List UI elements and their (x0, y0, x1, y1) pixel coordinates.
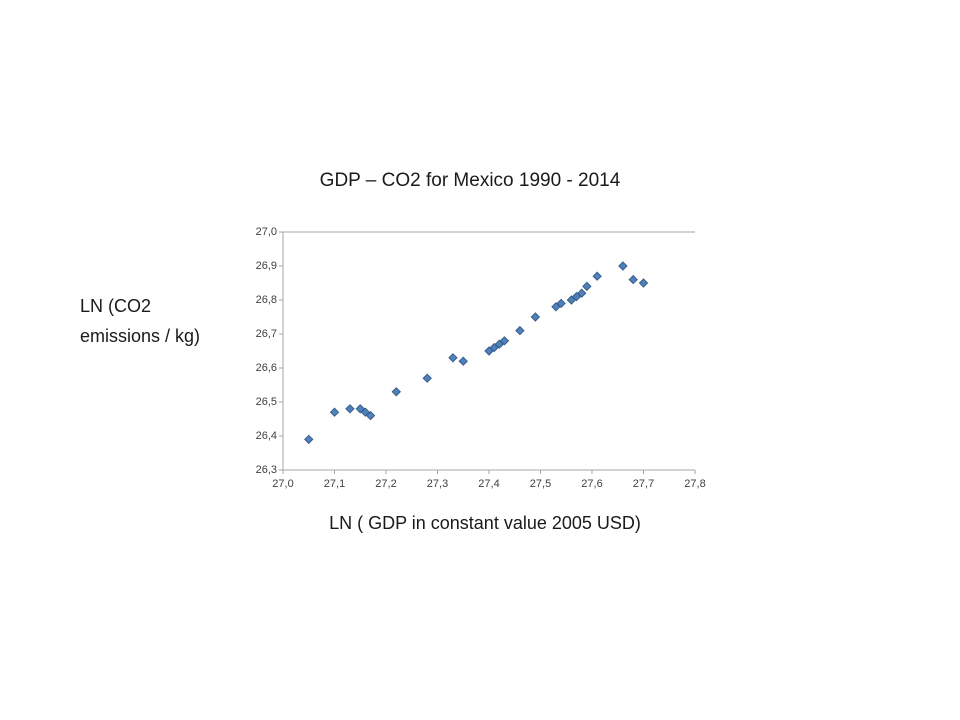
scatter-point (628, 274, 638, 285)
y-tick-label: 26,4 (255, 430, 277, 442)
y-tick-label: 26,5 (255, 396, 277, 408)
plot-area (279, 231, 696, 474)
scatter-point (592, 271, 602, 281)
x-tick-label: 27,5 (529, 478, 552, 490)
x-tick-label: 27,6 (581, 478, 603, 490)
x-tick-label: 27,0 (272, 478, 294, 490)
y-tick-label: 26,6 (255, 362, 277, 374)
scatter-point (458, 356, 468, 366)
scatter-point (556, 298, 566, 309)
scatter-point (638, 278, 649, 288)
x-tick-label: 27,1 (323, 478, 346, 490)
y-tick-label: 26,9 (255, 260, 277, 272)
y-tick-label: 26,8 (255, 294, 277, 306)
x-tick-label: 27,8 (684, 478, 706, 490)
chart-title: GDP – CO2 for Mexico 1990 - 2014 (319, 170, 621, 191)
scatter-point (391, 387, 402, 397)
x-tick-label: 27,7 (632, 478, 655, 490)
scatter-point (618, 261, 628, 271)
scatter-point (304, 434, 314, 445)
scatter-point (448, 353, 458, 363)
scatter-point (422, 373, 432, 383)
x-tick-label: 27,3 (426, 478, 449, 490)
scatter-points (304, 261, 649, 445)
x-axis-label: LN ( GDP in constant value 2005 USD) (329, 513, 641, 533)
scatter-chart: 26,3 26,4 26,5 26,6 26,7 26,8 26,9 27,0 27,0 27,… (256, 226, 706, 490)
x-tick-label: 27,2 (375, 478, 397, 490)
scatter-point (365, 410, 376, 421)
axis-tick-marks (279, 231, 696, 474)
scatter-point (499, 336, 510, 346)
y-tick-label: 26,7 (255, 328, 277, 340)
scatter-point (582, 281, 592, 292)
scatter-point (530, 312, 541, 322)
scatter-point (329, 407, 340, 417)
y-tick-label: 26,3 (255, 464, 277, 476)
scatter-point (576, 288, 587, 298)
scatter-point (345, 404, 355, 414)
x-tick-label: 27,4 (478, 478, 500, 490)
y-axis-label: LN (CO2 emissions / kg) (80, 296, 201, 346)
scatter-point (515, 325, 525, 336)
y-tick-label: 27,0 (255, 226, 277, 238)
